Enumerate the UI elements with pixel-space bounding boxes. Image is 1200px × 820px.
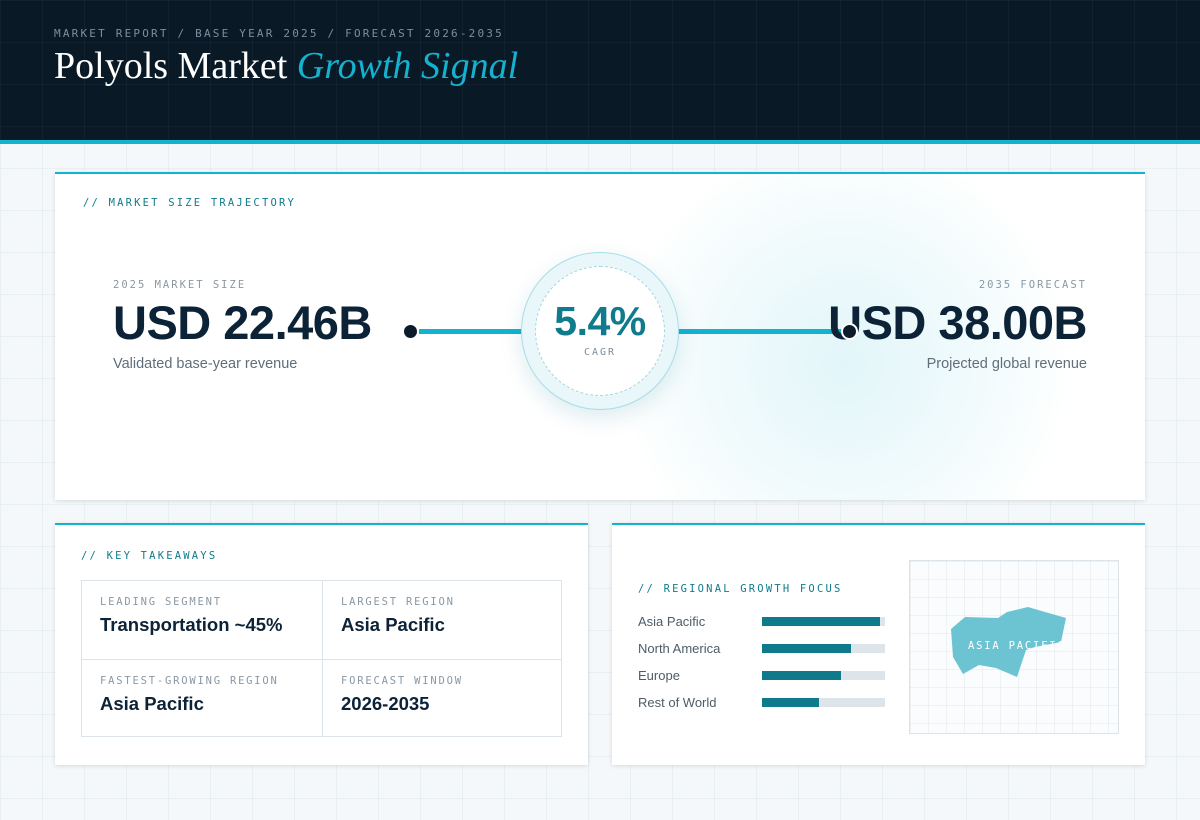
takeaway-label: LEADING SEGMENT [100, 596, 222, 608]
takeaway-label: FASTEST-GROWING REGION [100, 675, 279, 687]
takeaways-grid: LEADING SEGMENT Transportation ~45% LARG… [81, 580, 562, 737]
region-bar-track [762, 698, 885, 707]
cagr-label: CAGR [583, 347, 617, 358]
region-bar-name: Europe [638, 668, 680, 683]
forecast-caption: Projected global revenue [926, 356, 1087, 372]
base-year-caption: Validated base-year revenue [113, 356, 298, 372]
map-region-label: ASIA PACIFIC [968, 640, 1066, 652]
base-year-block: 2025 MARKET SIZE USD 22.46B Validated ba… [113, 279, 372, 372]
takeaway-fastest-growing-region: FASTEST-GROWING REGION Asia Pacific [82, 659, 322, 736]
regional-section-label: // REGIONAL GROWTH FOCUS [638, 583, 843, 595]
forecast-label: 2035 FORECAST [978, 279, 1087, 291]
takeaway-label: LARGEST REGION [341, 596, 455, 608]
title-accent: Growth Signal [296, 45, 519, 87]
region-bar-row: Europe [638, 667, 886, 694]
market-size-trajectory-card: // MARKET SIZE TRAJECTORY 2025 MARKET SI… [55, 172, 1145, 500]
region-bar-track [762, 671, 885, 680]
title-main: Polyols Market [54, 45, 288, 87]
regional-growth-card: // REGIONAL GROWTH FOCUS Asia Pacific No… [612, 523, 1145, 765]
takeaway-leading-segment: LEADING SEGMENT Transportation ~45% [82, 581, 322, 659]
region-bar-fill [762, 671, 841, 680]
start-point-dot [402, 323, 419, 340]
asia-pacific-shape [951, 607, 1066, 677]
takeaway-label: FORECAST WINDOW [341, 675, 463, 687]
takeaway-value: 2026-2035 [341, 693, 430, 714]
end-point-dot [841, 323, 858, 340]
forecast-block: 2035 FORECAST USD 38.00B Projected globa… [828, 279, 1087, 372]
region-bar-name: Asia Pacific [638, 614, 706, 629]
key-takeaways-card: // KEY TAKEAWAYS LEADING SEGMENT Transpo… [55, 523, 588, 765]
region-bar-fill [762, 644, 851, 653]
trajectory-section-label: // MARKET SIZE TRAJECTORY [83, 197, 297, 209]
region-bar-row: North America [638, 640, 886, 667]
cagr-value: 5.4% [554, 298, 646, 344]
base-year-value: USD 22.46B [113, 296, 372, 349]
regional-bars: Asia Pacific North America Europe Rest o… [638, 613, 886, 721]
region-bar-fill [762, 698, 819, 707]
takeaways-section-label: // KEY TAKEAWAYS [81, 550, 218, 562]
cagr-inner-ring: 5.4% CAGR [535, 266, 665, 396]
takeaway-value: Asia Pacific [100, 693, 204, 714]
region-map: ASIA PACIFIC [909, 560, 1119, 734]
forecast-value: USD 38.00B [828, 296, 1087, 349]
report-header: MARKET REPORT / BASE YEAR 2025 / FORECAS… [0, 0, 1200, 144]
report-eyebrow: MARKET REPORT / BASE YEAR 2025 / FORECAS… [54, 27, 504, 40]
region-bar-row: Asia Pacific [638, 613, 886, 640]
region-bar-fill [762, 617, 881, 626]
base-year-label: 2025 MARKET SIZE [113, 279, 247, 291]
region-bar-track [762, 617, 885, 626]
region-bar-name: Rest of World [638, 695, 717, 710]
cagr-badge: 5.4% CAGR [521, 252, 679, 410]
region-bar-row: Rest of World [638, 694, 886, 721]
region-bar-name: North America [638, 641, 721, 656]
takeaway-largest-region: LARGEST REGION Asia Pacific [322, 581, 561, 659]
page-title: Polyols Market Growth Signal [54, 44, 518, 88]
takeaway-value: Asia Pacific [341, 614, 445, 635]
takeaway-forecast-window: FORECAST WINDOW 2026-2035 [322, 659, 561, 736]
region-bar-track [762, 644, 885, 653]
takeaway-value: Transportation ~45% [100, 614, 283, 635]
asia-pacific-map-icon [951, 607, 1066, 677]
